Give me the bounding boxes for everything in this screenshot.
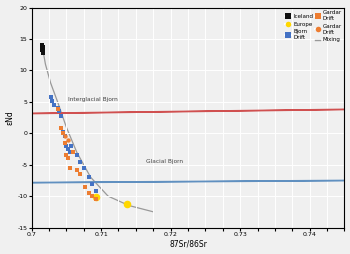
Point bbox=[58, 114, 64, 118]
Point bbox=[74, 168, 79, 172]
Point bbox=[55, 106, 61, 110]
Point bbox=[65, 137, 71, 141]
Point bbox=[86, 191, 92, 195]
Point bbox=[70, 150, 76, 154]
Point bbox=[39, 48, 45, 52]
Point bbox=[40, 44, 46, 49]
Point bbox=[60, 130, 65, 134]
X-axis label: 87Sr/86Sr: 87Sr/86Sr bbox=[169, 240, 207, 248]
Point bbox=[93, 195, 99, 199]
Point bbox=[86, 175, 92, 179]
Point bbox=[56, 109, 62, 113]
Point bbox=[63, 153, 69, 157]
Point bbox=[40, 49, 46, 53]
Point bbox=[77, 160, 83, 164]
Point bbox=[93, 197, 99, 201]
Point bbox=[55, 107, 61, 112]
Text: Glacial Bjorn: Glacial Bjorn bbox=[146, 160, 183, 164]
Point bbox=[124, 202, 130, 206]
Legend: Iceland, Europe, Bjorn
Drift, Gardar
Drift, Gardar
Drift, Mixing: Iceland, Europe, Bjorn Drift, Gardar Dri… bbox=[284, 9, 343, 44]
Point bbox=[51, 103, 57, 107]
Point bbox=[40, 46, 45, 51]
Point bbox=[60, 131, 65, 135]
Point bbox=[90, 194, 95, 198]
Point bbox=[40, 47, 46, 51]
Point bbox=[77, 172, 83, 176]
Point bbox=[69, 144, 74, 148]
Text: Interglacial Bjorn: Interglacial Bjorn bbox=[68, 97, 118, 102]
Y-axis label: εNd: εNd bbox=[6, 110, 15, 125]
Point bbox=[74, 153, 79, 157]
Point bbox=[81, 166, 86, 170]
Point bbox=[67, 150, 72, 154]
Point bbox=[50, 99, 55, 103]
Point bbox=[40, 43, 45, 47]
Point bbox=[65, 147, 71, 151]
Point bbox=[58, 126, 64, 130]
Point bbox=[83, 185, 88, 189]
Point bbox=[67, 166, 72, 170]
Point bbox=[40, 50, 46, 54]
Point bbox=[65, 156, 71, 161]
Point bbox=[62, 134, 67, 138]
Point bbox=[48, 95, 54, 99]
Point bbox=[40, 46, 45, 50]
Point bbox=[93, 189, 99, 193]
Point bbox=[62, 134, 67, 138]
Point bbox=[62, 141, 67, 145]
Point bbox=[90, 181, 95, 185]
Point bbox=[63, 144, 69, 148]
Point bbox=[70, 150, 76, 154]
Point bbox=[40, 51, 46, 55]
